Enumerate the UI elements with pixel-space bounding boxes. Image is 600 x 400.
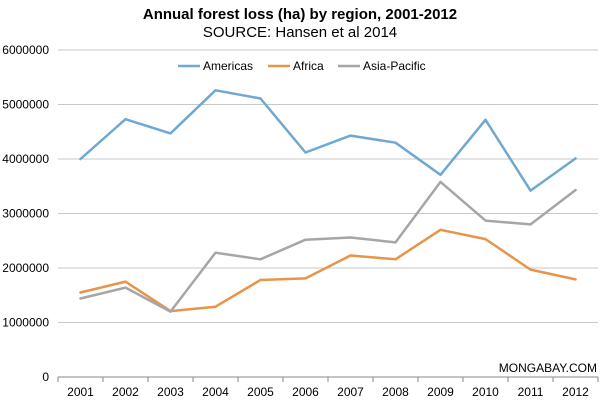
x-tick-label: 2004 — [202, 385, 229, 399]
data-point-americas — [484, 118, 487, 121]
data-point-americas — [214, 89, 217, 92]
data-point-africa — [394, 258, 397, 261]
data-point-africa — [349, 254, 352, 257]
data-point-africa — [124, 280, 127, 283]
y-tick-label: 0 — [42, 370, 49, 384]
y-tick-label: 6000000 — [2, 43, 49, 57]
data-point-asia-pacific — [349, 236, 352, 239]
series-line-africa — [79, 228, 577, 313]
data-point-americas — [439, 173, 442, 177]
data-point-africa — [259, 278, 262, 282]
data-point-americas — [169, 132, 172, 135]
legend-label-americas: Americas — [203, 59, 253, 73]
legend-label-africa: Africa — [293, 59, 324, 73]
x-tick-label: 2009 — [427, 385, 454, 399]
x-tick-label: 2005 — [247, 385, 274, 399]
chart-subtitle: SOURCE: Hansen et al 2014 — [203, 24, 397, 41]
data-point-americas — [79, 157, 82, 161]
data-point-africa — [574, 278, 577, 281]
data-point-africa — [529, 268, 532, 271]
data-point-asia-pacific — [304, 238, 307, 241]
x-tick-label: 2002 — [112, 385, 139, 399]
data-point-africa — [439, 228, 442, 232]
data-point-asia-pacific — [79, 297, 82, 300]
data-point-asia-pacific — [529, 223, 532, 226]
data-point-asia-pacific — [214, 251, 217, 254]
series-lines — [79, 89, 577, 313]
data-point-americas — [394, 141, 397, 144]
series-line-asia-pacific — [79, 180, 577, 313]
chart-title: Annual forest loss (ha) by region, 2001-… — [143, 6, 457, 23]
y-tick-label: 3000000 — [2, 207, 49, 221]
x-tick-label: 2001 — [67, 385, 94, 399]
x-tick-label: 2006 — [292, 385, 319, 399]
data-point-asia-pacific — [484, 219, 487, 222]
x-tick-label: 2011 — [518, 385, 544, 399]
y-tick-label: 5000000 — [2, 98, 49, 112]
data-point-asia-pacific — [439, 180, 442, 184]
y-axis-ticks: 0 1000000 2000000 3000000 4000000 5000000 6000… — [2, 43, 49, 384]
x-tick-label: 2003 — [157, 385, 184, 399]
series-line-americas — [79, 89, 577, 192]
data-point-asia-pacific — [124, 286, 127, 289]
gridlines — [58, 49, 598, 323]
y-tick-label: 1000000 — [2, 316, 49, 330]
data-point-asia-pacific — [169, 310, 172, 313]
data-point-americas — [259, 97, 262, 100]
x-tick-label: 2007 — [337, 385, 364, 399]
x-tick-label: 2008 — [382, 385, 409, 399]
data-point-africa — [484, 237, 487, 241]
data-point-americas — [124, 118, 127, 121]
legend-label-asia-pacific: Asia-Pacific — [363, 59, 426, 73]
y-tick-label: 2000000 — [2, 261, 49, 275]
watermark: MONGABAY.COM — [499, 361, 597, 375]
data-point-africa — [214, 305, 217, 308]
x-axis-ticks: 2001 2002 2003 2004 2005 2006 2007 2008 2009 2010… — [57, 377, 599, 399]
x-tick-label: 2012 — [562, 385, 589, 399]
data-point-americas — [304, 151, 307, 154]
data-point-africa — [304, 277, 307, 280]
data-point-africa — [79, 291, 82, 294]
data-point-asia-pacific — [259, 258, 262, 261]
x-tick-label: 2010 — [472, 385, 499, 399]
data-point-asia-pacific — [394, 241, 397, 244]
data-point-asia-pacific — [574, 188, 577, 192]
legend: Americas Africa Asia-Pacific — [178, 59, 426, 73]
data-point-americas — [349, 134, 352, 137]
y-tick-label: 4000000 — [2, 152, 49, 166]
data-point-americas — [529, 189, 532, 192]
data-point-americas — [574, 157, 577, 160]
